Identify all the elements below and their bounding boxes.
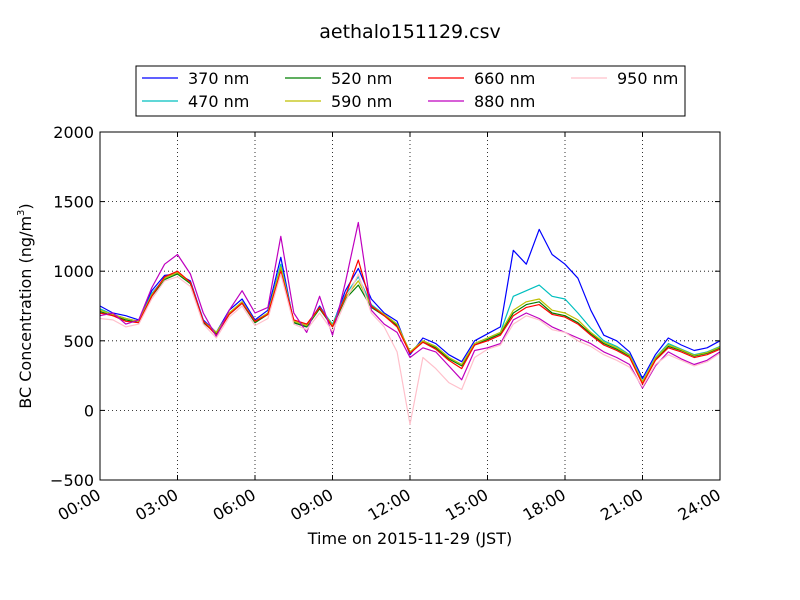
legend-label: 590 nm [331,92,392,111]
series-line [99,259,721,385]
y-tick-label: 0 [84,401,94,420]
legend-label: 370 nm [188,69,249,88]
legend-label: 950 nm [617,69,678,88]
y-axis-label-superscript: 3 [16,210,27,216]
series-line [99,273,721,425]
series-layer [99,221,721,425]
legend-label: 470 nm [188,92,249,111]
y-axis: −500 0 500 1000 1500 2000 [50,123,720,490]
chart-title: aethalo151129.csv [319,21,501,43]
series-line [99,221,721,389]
y-axis-label: BC Concentration (ng/m3) [16,203,35,408]
y-tick-label: 1000 [53,262,94,281]
legend-label: 660 nm [474,69,535,88]
legend: 370 nm 470 nm 520 nm 590 nm 660 nm 880 nm 950 … [135,65,686,117]
y-tick-label: 1500 [53,193,94,212]
legend-label: 880 nm [474,92,535,111]
y-axis-label-tail: ) [16,203,35,209]
y-tick-label: 500 [63,332,94,351]
y-tick-label: 2000 [53,123,94,142]
y-axis-label-main: BC Concentration (ng/m [16,216,35,409]
x-axis-label: Time on 2015-11-29 (JST) [307,529,512,548]
y-tick-label: −500 [50,471,94,490]
legend-frame [135,65,686,117]
legend-label: 520 nm [331,69,392,88]
